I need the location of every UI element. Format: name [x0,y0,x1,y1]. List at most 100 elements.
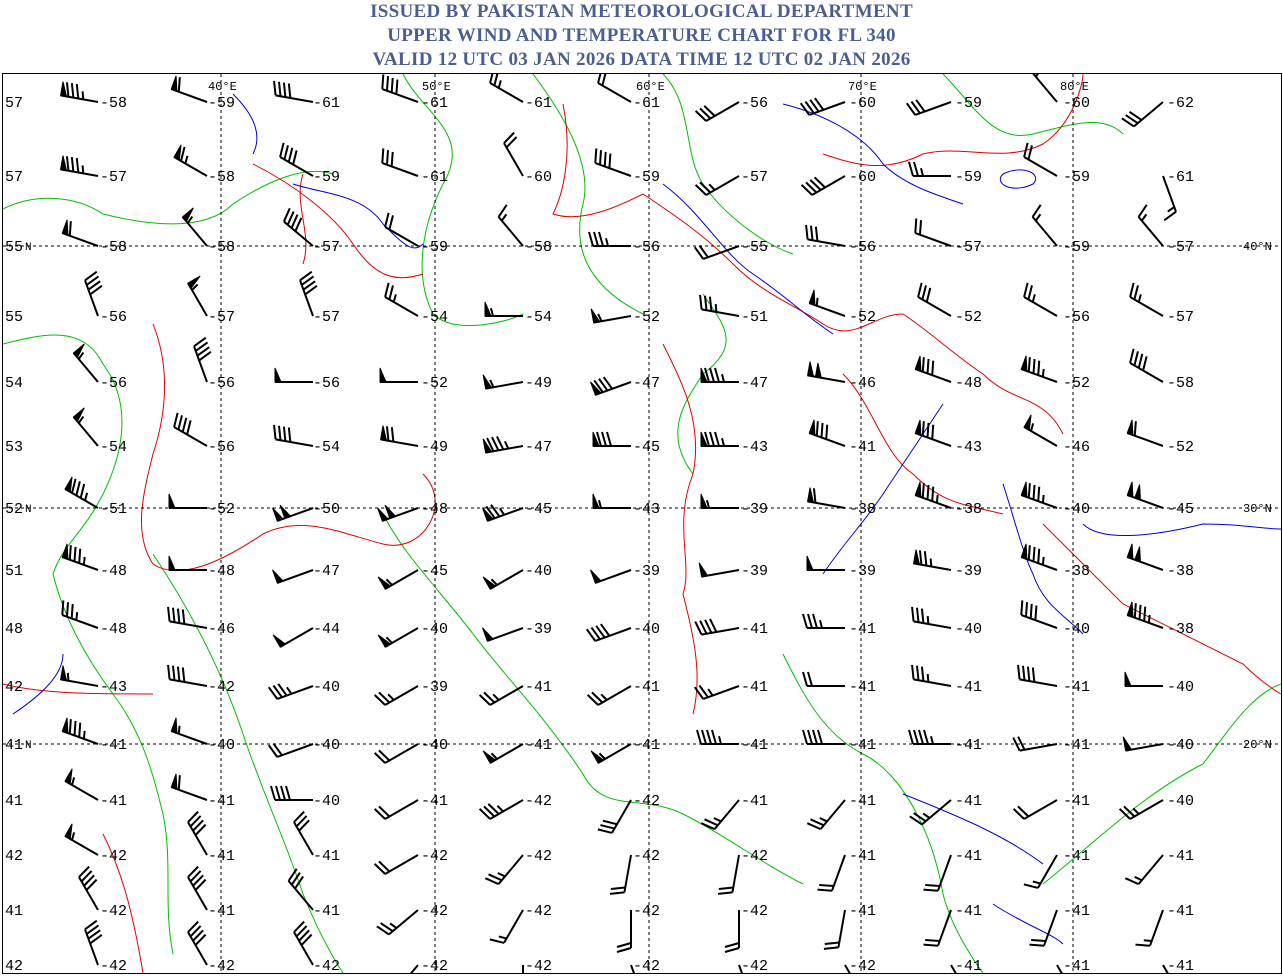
wind-barb [597,68,632,103]
left-column-value: 55 [5,309,23,326]
wind-barb [909,799,952,826]
wind-barb [914,481,952,509]
left-column-value: 53 [5,439,23,456]
wind-barb [1023,854,1058,889]
temperature-value: -42 [525,958,552,973]
temperature-value: -46 [849,375,876,392]
wind-barb [700,431,739,447]
lon-label: 70°E [848,80,877,94]
wind-barb [64,823,99,856]
temperature-value: -59 [1063,169,1090,186]
temperature-value: -56 [100,309,127,326]
wind-barb [384,282,419,317]
wind-barb [377,504,419,522]
lat-n-marker: N [25,740,32,752]
wind-barb [911,606,952,629]
temperature-value: -57 [313,239,340,256]
wind-barb [914,419,952,447]
wind-barb [173,144,208,177]
temperature-value: -42 [849,958,876,973]
chart-header: ISSUED BY PAKISTAN METEOROLOGICAL DEPART… [0,0,1283,72]
lat-label: 20°N [1243,738,1272,752]
temperature-value: -41 [1063,679,1090,696]
temperature-value: -41 [849,903,876,920]
wind-barb [482,743,524,764]
wind-barb [497,204,524,247]
wind-barb [699,294,740,317]
wind-barb [167,606,208,629]
temperature-value: -54 [313,439,340,456]
wind-barb [588,231,631,247]
temperature-value: -42 [525,903,552,920]
temperature-value: -48 [421,501,448,518]
temperature-value: -58 [208,239,235,256]
country-borders [2,73,1282,974]
temperature-value: -40 [1063,501,1090,518]
wind-barb [187,275,208,317]
temperature-value: -41 [525,737,552,754]
temperature-value: -60 [1063,95,1090,112]
temperature-value: -42 [421,848,448,865]
left-column-value: 48 [5,621,23,638]
wind-barb [1023,142,1058,177]
wind-barb [805,224,846,247]
wind-barb [267,683,314,700]
lat-label: 40°N [1243,240,1272,254]
wind-barbs [59,60,1177,978]
temperature-value: -41 [741,621,768,638]
wind-barb [381,148,419,177]
longitude-labels: 40°E 50°E 60°E 70°E 80°E [208,80,1089,94]
wind-barb [1020,600,1058,629]
wind-barb [84,270,103,317]
temperature-value: -56 [208,439,235,456]
left-column-value: 42 [5,679,23,696]
validity-line: VALID 12 UTC 03 JAN 2026 DATA TIME 12 UT… [372,49,911,70]
temperature-value: -41 [1063,793,1090,810]
lon-label: 40°E [208,80,237,94]
temperature-value: -61 [421,95,448,112]
wind-barb [270,785,313,801]
wind-barb [405,964,419,978]
temperature-value: -60 [849,169,876,186]
temperature-value: -61 [1167,169,1194,186]
wind-barb [800,175,846,196]
temperature-value: -56 [741,95,768,112]
wind-barb [590,376,632,396]
temperature-value: -40 [525,563,552,580]
chart-title: UPPER WIND AND TEMPERATURE CHART FOR FL … [387,25,896,46]
wind-barb [59,155,99,177]
wind-barb [1121,101,1164,128]
wind-barb [1129,348,1164,383]
wind-barb [802,613,845,629]
wind-barb [193,336,212,383]
wind-barb [373,799,419,820]
temperature-value: -38 [1167,563,1194,580]
wind-barb [78,865,99,911]
temperature-value: -40 [633,621,660,638]
lat-label: 30°N [1243,502,1272,516]
temperature-value: -59 [633,169,660,186]
temperature-value: -62 [1167,95,1194,112]
wind-barb [272,569,314,584]
temperature-value: -56 [313,375,340,392]
wind-barb [273,424,314,447]
temperature-value: -47 [313,563,340,580]
wind-barb [489,68,524,103]
temperature-value: -41 [849,793,876,810]
temperature-value: -49 [421,439,448,456]
wind-barb [917,282,952,317]
temperature-value: -41 [849,848,876,865]
temperature-value: -41 [633,737,660,754]
wind-barb [1162,175,1177,222]
temperature-value: -61 [421,169,448,186]
wind-barb [1012,736,1058,752]
wind-barb [1137,204,1164,247]
temperature-value: -42 [100,848,127,865]
wind-barb [273,80,314,103]
temperature-value: -46 [208,621,235,638]
wind-barb [279,142,314,177]
lon-label: 60°E [636,80,665,94]
wind-barb [482,374,524,390]
wind-barb [61,717,99,745]
temperature-value: -43 [741,439,768,456]
